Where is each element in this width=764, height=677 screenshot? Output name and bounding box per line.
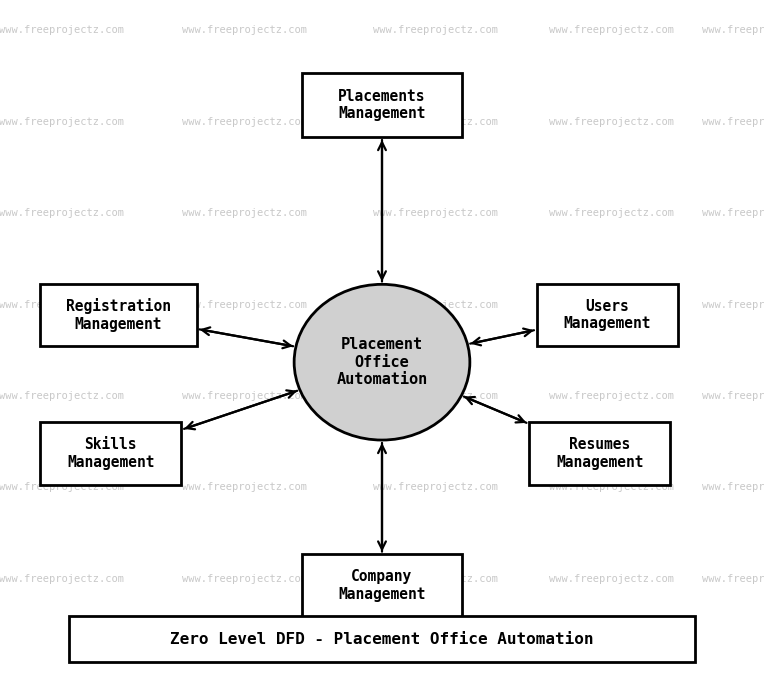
Text: www.freeprojectz.com: www.freeprojectz.com [701,209,764,218]
Text: www.freeprojectz.com: www.freeprojectz.com [182,483,307,492]
Text: www.freeprojectz.com: www.freeprojectz.com [182,26,307,35]
Bar [302,554,462,617]
Text: www.freeprojectz.com: www.freeprojectz.com [373,209,498,218]
Text: www.freeprojectz.com: www.freeprojectz.com [0,391,124,401]
Text: Placements
Management: Placements Management [338,89,426,121]
Circle shape [294,284,470,440]
Text: www.freeprojectz.com: www.freeprojectz.com [182,117,307,127]
Text: www.freeprojectz.com: www.freeprojectz.com [701,574,764,584]
Text: www.freeprojectz.com: www.freeprojectz.com [373,391,498,401]
Text: www.freeprojectz.com: www.freeprojectz.com [182,300,307,309]
Text: Registration
Management: Registration Management [66,298,171,332]
Text: www.freeprojectz.com: www.freeprojectz.com [182,209,307,218]
Text: www.freeprojectz.com: www.freeprojectz.com [373,300,498,309]
Bar [302,73,462,137]
Text: Resumes
Management: Resumes Management [556,437,643,470]
Bar [40,284,197,346]
Bar [537,284,678,346]
Text: www.freeprojectz.com: www.freeprojectz.com [0,209,124,218]
Text: Skills
Management: Skills Management [67,437,154,470]
Text: www.freeprojectz.com: www.freeprojectz.com [701,300,764,309]
Text: www.freeprojectz.com: www.freeprojectz.com [373,26,498,35]
Text: www.freeprojectz.com: www.freeprojectz.com [549,209,674,218]
Text: www.freeprojectz.com: www.freeprojectz.com [373,574,498,584]
Text: www.freeprojectz.com: www.freeprojectz.com [701,483,764,492]
Text: www.freeprojectz.com: www.freeprojectz.com [373,117,498,127]
Text: www.freeprojectz.com: www.freeprojectz.com [373,483,498,492]
Text: www.freeprojectz.com: www.freeprojectz.com [0,26,124,35]
Text: www.freeprojectz.com: www.freeprojectz.com [0,483,124,492]
Bar [69,616,695,662]
Text: www.freeprojectz.com: www.freeprojectz.com [182,391,307,401]
Text: Users
Management: Users Management [564,299,651,331]
Text: www.freeprojectz.com: www.freeprojectz.com [182,574,307,584]
Text: www.freeprojectz.com: www.freeprojectz.com [701,26,764,35]
Text: www.freeprojectz.com: www.freeprojectz.com [701,117,764,127]
Text: www.freeprojectz.com: www.freeprojectz.com [0,300,124,309]
Text: www.freeprojectz.com: www.freeprojectz.com [549,574,674,584]
Text: Zero Level DFD - Placement Office Automation: Zero Level DFD - Placement Office Automa… [170,632,594,647]
Text: www.freeprojectz.com: www.freeprojectz.com [549,26,674,35]
Bar [529,422,671,485]
Text: www.freeprojectz.com: www.freeprojectz.com [549,117,674,127]
Text: Company
Management: Company Management [338,569,426,602]
Text: Placement
Office
Automation: Placement Office Automation [336,337,428,387]
Text: www.freeprojectz.com: www.freeprojectz.com [549,483,674,492]
Text: www.freeprojectz.com: www.freeprojectz.com [549,391,674,401]
Text: www.freeprojectz.com: www.freeprojectz.com [701,391,764,401]
Text: www.freeprojectz.com: www.freeprojectz.com [0,574,124,584]
Bar [40,422,182,485]
Text: www.freeprojectz.com: www.freeprojectz.com [549,300,674,309]
Text: www.freeprojectz.com: www.freeprojectz.com [0,117,124,127]
